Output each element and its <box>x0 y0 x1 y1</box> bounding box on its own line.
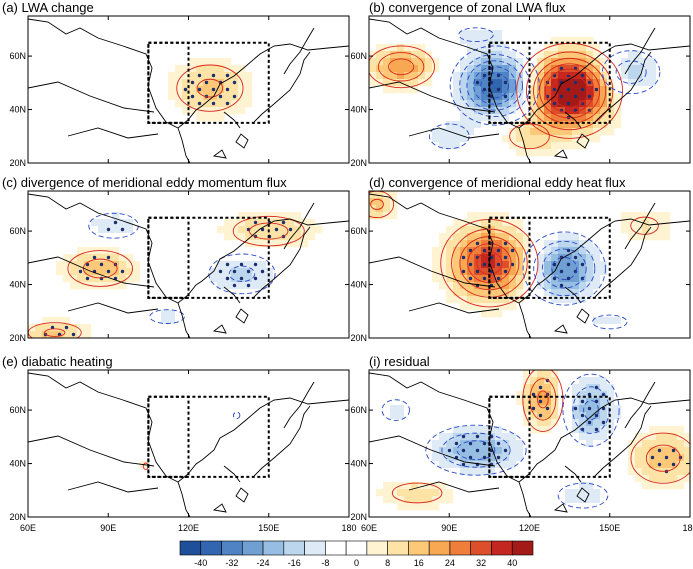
panel-title: (c) divergence of meridional eddy moment… <box>2 175 287 190</box>
contours <box>381 370 690 509</box>
lat-tick-label: 60N <box>350 51 367 61</box>
colorbar-tick-label: 0 <box>354 558 359 568</box>
lat-tick-label: 40N <box>350 105 367 115</box>
contours <box>28 212 305 338</box>
lon-tick-label: 120E <box>519 523 540 533</box>
panel-4: (d) convergence of meridional eddy heat … <box>350 175 691 343</box>
panel-2: (b) convergence of zonal LWA flux 20N 40N 6… <box>350 0 691 168</box>
panel-6: (i) residual 20N 40N 60N <box>350 354 691 522</box>
colorbar-swatch <box>449 540 472 556</box>
colorbar-tick-label: 40 <box>507 558 517 568</box>
lon-tick-label: 90E <box>441 523 457 533</box>
lat-tick-label: 20N <box>350 158 367 168</box>
lat-tick-label: 40N <box>350 459 367 469</box>
colorbar-swatch <box>387 540 409 556</box>
colorbar-swatch <box>221 540 243 556</box>
colorbar-tick-label: -40 <box>194 558 207 568</box>
colorbar-tick-label: 8 <box>385 558 390 568</box>
panel-5: (e) diabatic heating 20N 40N 60N <box>2 354 350 522</box>
colorbar-swatch <box>262 540 285 556</box>
panel-title: (i) residual <box>369 354 430 369</box>
lon-tick-label: 90E <box>100 523 116 533</box>
colorbar-swatch <box>470 540 492 556</box>
region-box <box>488 216 611 299</box>
coastline <box>369 18 690 163</box>
colorbar-tick-label: 32 <box>476 558 486 568</box>
lat-tick-label: 20N <box>350 512 367 522</box>
panel-3: (c) divergence of meridional eddy moment… <box>2 175 350 343</box>
lat-tick-label: 60N <box>9 405 26 415</box>
colorbar-swatch <box>200 540 222 556</box>
lat-tick-label: 60N <box>350 226 367 236</box>
colorbar-tick-label: -8 <box>321 558 329 568</box>
lat-tick-label: 40N <box>9 459 26 469</box>
significance-dots <box>183 73 237 106</box>
lat-tick-label: 60N <box>350 405 367 415</box>
lon-tick-label: 60E <box>361 523 377 533</box>
colorbar-tick-label: 24 <box>445 558 455 568</box>
panel-title: (a) LWA change <box>2 0 94 15</box>
colorbar-tick-label: 16 <box>414 558 424 568</box>
colorbar-swatch <box>428 540 451 556</box>
panel-1: (a) LWA change 20N 40N 60N <box>2 0 350 168</box>
colorbar: -40 -32 -24 -16 -8 0 8 16 24 32 40 <box>179 540 534 568</box>
lat-tick-label: 40N <box>9 105 26 115</box>
colorbar-swatch <box>283 540 305 556</box>
panel-title: (d) convergence of meridional eddy heat … <box>369 175 626 190</box>
contours <box>369 27 661 150</box>
lat-tick-label: 20N <box>9 333 26 343</box>
lat-tick-label: 40N <box>9 280 26 290</box>
colorbar-tick-label: -24 <box>257 558 270 568</box>
colorbar-swatch <box>325 540 347 556</box>
colorbar-swatch <box>491 540 513 556</box>
region-box <box>488 41 611 124</box>
lat-tick-label: 20N <box>9 158 26 168</box>
region-box <box>147 216 270 299</box>
colorbar-tick-label: -32 <box>225 558 238 568</box>
lat-tick-label: 20N <box>350 333 367 343</box>
lon-tick-label: 150E <box>258 523 279 533</box>
colorbar-swatch <box>304 540 326 556</box>
colorbar-swatch <box>511 540 534 556</box>
lon-tick-label: 180 <box>341 523 356 533</box>
region-box <box>147 41 270 124</box>
lon-tick-label: 60E <box>20 523 36 533</box>
colorbar-tick-label: -16 <box>288 558 301 568</box>
lat-tick-label: 20N <box>9 512 26 522</box>
lon-tick-label: 120E <box>178 523 199 533</box>
significance-dots <box>475 66 599 120</box>
lat-tick-label: 40N <box>350 280 367 290</box>
panel-title: (e) diabatic heating <box>2 354 113 369</box>
colorbar-swatch <box>241 540 264 556</box>
lon-tick-label: 150E <box>599 523 620 533</box>
colorbar-swatch <box>366 540 388 556</box>
region-box <box>147 395 270 478</box>
lat-tick-label: 60N <box>9 226 26 236</box>
colorbar-swatch <box>345 540 368 556</box>
colorbar-swatch <box>408 540 430 556</box>
panel-title: (b) convergence of zonal LWA flux <box>369 0 566 15</box>
contours <box>176 64 244 112</box>
lat-tick-label: 60N <box>9 51 26 61</box>
colorbar-swatch <box>179 540 202 556</box>
significance-dots <box>43 220 293 337</box>
region-box <box>488 395 611 478</box>
lon-tick-label: 180 <box>682 523 693 533</box>
